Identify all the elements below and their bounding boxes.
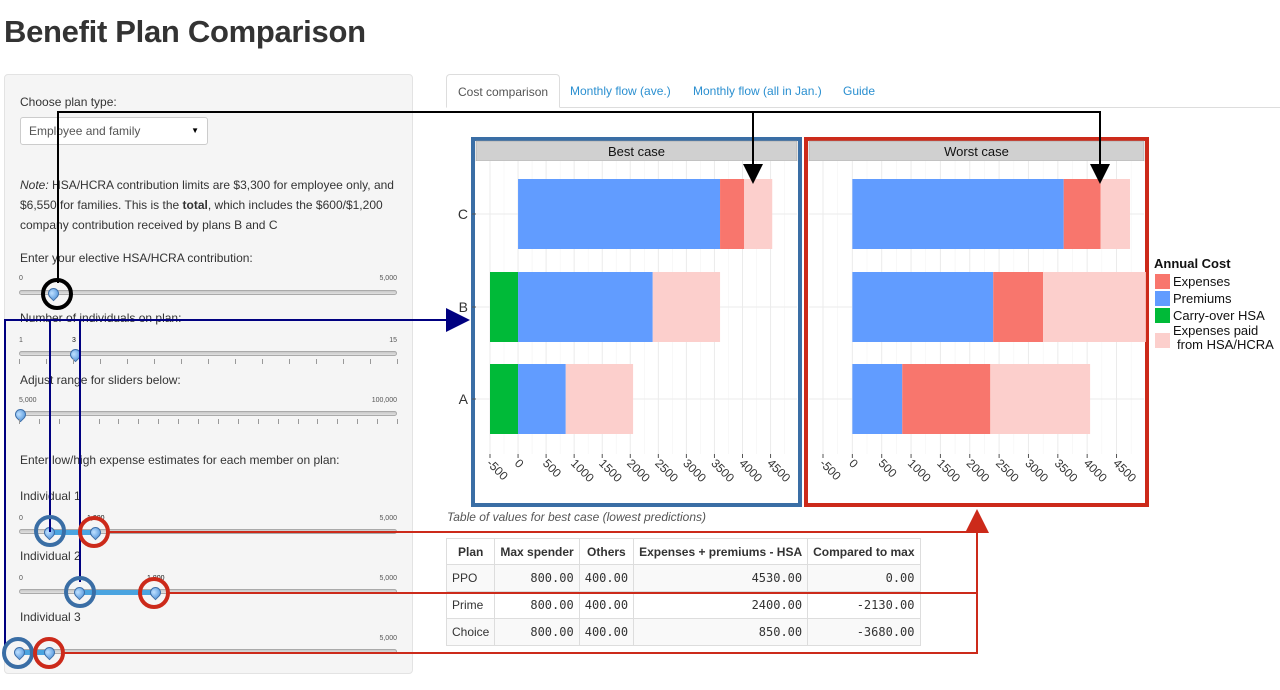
x-tick-label: 500: [540, 456, 564, 480]
table-cell: PPO: [445, 564, 496, 592]
table-row: Prime 800.00 400.00 2400.00 -2130.00: [445, 591, 921, 619]
x-tick-label: 2500: [652, 456, 681, 485]
table-cell: 0.00: [807, 564, 921, 592]
table-cell: 4530.00: [633, 564, 809, 592]
bar-segment: [1100, 179, 1131, 249]
table-cell: -3680.00: [807, 618, 921, 646]
table-header: Plan: [445, 538, 496, 565]
bar-segment: [1063, 179, 1101, 249]
table-cell: 800.00: [494, 618, 580, 646]
table-header: Max spender: [494, 538, 580, 565]
x-tick-label: 500: [876, 456, 900, 480]
legend-label: Expenses: [1173, 274, 1231, 289]
table-header-row: Plan Max spender Others Expenses + premi…: [445, 538, 921, 565]
bar-segment: [565, 364, 634, 434]
bar-segment: [993, 272, 1044, 342]
x-tick-label: 1000: [568, 456, 597, 485]
legend-swatch: [1155, 291, 1170, 306]
plan-type-label: Choose plan type:: [20, 95, 117, 109]
table-header: Others: [578, 538, 635, 565]
x-tick-label: 1000: [905, 456, 934, 485]
x-tick-label: 2000: [964, 456, 993, 485]
table-caption: Table of values for best case (lowest pr…: [447, 510, 707, 524]
bar-segment: [852, 179, 1064, 249]
bar-segment: [490, 272, 519, 342]
x-tick-label: -500: [817, 456, 844, 483]
x-tick-label: -500: [484, 456, 511, 483]
tab-bar: Cost comparison Monthly flow (ave.) Mont…: [446, 74, 1280, 108]
bar-segment: [902, 364, 991, 434]
table-cell: 400.00: [578, 618, 635, 646]
legend-label: Premiums: [1173, 291, 1232, 306]
legend-label: Expenses paid: [1173, 323, 1259, 338]
table-row: Choice 800.00 400.00 850.00 -3680.00: [445, 618, 921, 646]
bar-segment: [852, 272, 994, 342]
legend-item-paid-from-hsa: Expenses paid from HSA/HCRA: [1154, 324, 1274, 358]
x-tick-label: 4500: [1110, 456, 1139, 485]
bar-segment: [518, 272, 653, 342]
bar-segment: [1043, 272, 1146, 342]
x-tick-label: 4000: [1081, 456, 1110, 485]
note-prefix: Note:: [20, 178, 49, 192]
legend-swatch: [1155, 308, 1170, 323]
x-tick-label: 3000: [1022, 456, 1051, 485]
tab-cost-comparison[interactable]: Cost comparison: [446, 74, 561, 108]
table-cell: Prime: [445, 591, 496, 619]
x-tick-label: 2000: [624, 456, 653, 485]
panel-title: Worst case: [944, 144, 1009, 159]
page-title: Benefit Plan Comparison: [4, 14, 366, 49]
tab-guide[interactable]: Guide: [843, 84, 876, 98]
table-cell: Choice: [445, 618, 496, 646]
bar-segment: [518, 179, 721, 249]
table-cell: 400.00: [578, 591, 635, 619]
x-tick-label: 1500: [596, 456, 625, 485]
tab-monthly-flow-ave[interactable]: Monthly flow (ave.): [570, 84, 671, 98]
table-header: Expenses + premiums - HSA: [633, 538, 809, 565]
y-tick-label: A: [459, 391, 469, 407]
chart-legend: Annual Cost Expenses Premiums Carry-over…: [1154, 256, 1274, 358]
x-tick-label: 2500: [993, 456, 1022, 485]
legend-item-carryover: Carry-over HSA: [1154, 307, 1274, 324]
legend-swatch: [1155, 333, 1170, 348]
bar-segment: [990, 364, 1091, 434]
y-tick-label: C: [458, 206, 468, 222]
elective-track[interactable]: [19, 290, 397, 295]
table-cell: 850.00: [633, 618, 809, 646]
legend-item-premiums: Premiums: [1154, 290, 1274, 307]
bar-segment: [744, 179, 773, 249]
x-tick-label: 0: [846, 456, 861, 471]
legend-label-2: from HSA/HCRA: [1177, 337, 1274, 352]
x-tick-label: 0: [512, 456, 527, 471]
legend-swatch: [1155, 274, 1170, 289]
table-row: PPO 800.00 400.00 4530.00 0.00: [445, 564, 921, 592]
table-header: Compared to max: [807, 538, 921, 565]
table-cell: 800.00: [494, 564, 580, 592]
legend-label: Carry-over HSA: [1173, 308, 1265, 323]
bar-segment: [852, 364, 903, 434]
panel-title: Best case: [608, 144, 665, 159]
table-cell: -2130.00: [807, 591, 921, 619]
x-tick-label: 3000: [680, 456, 709, 485]
values-table: Plan Max spender Others Expenses + premi…: [445, 538, 921, 646]
legend-title: Annual Cost: [1154, 256, 1231, 271]
x-tick-label: 3500: [1052, 456, 1081, 485]
table-cell: 400.00: [578, 564, 635, 592]
tab-monthly-flow-jan[interactable]: Monthly flow (all in Jan.): [693, 84, 822, 98]
legend-item-expenses: Expenses: [1154, 273, 1274, 290]
bar-segment: [652, 272, 721, 342]
x-tick-label: 1500: [934, 456, 963, 485]
y-tick-label: B: [459, 299, 468, 315]
x-tick-label: 4000: [736, 456, 765, 485]
table-cell: 800.00: [494, 591, 580, 619]
bar-segment: [720, 179, 745, 249]
x-tick-label: 3500: [708, 456, 737, 485]
elective-min: 0: [19, 275, 23, 282]
x-tick-label: 4500: [764, 456, 793, 485]
bar-segment: [518, 364, 566, 434]
table-cell: 2400.00: [633, 591, 809, 619]
bar-segment: [490, 364, 519, 434]
